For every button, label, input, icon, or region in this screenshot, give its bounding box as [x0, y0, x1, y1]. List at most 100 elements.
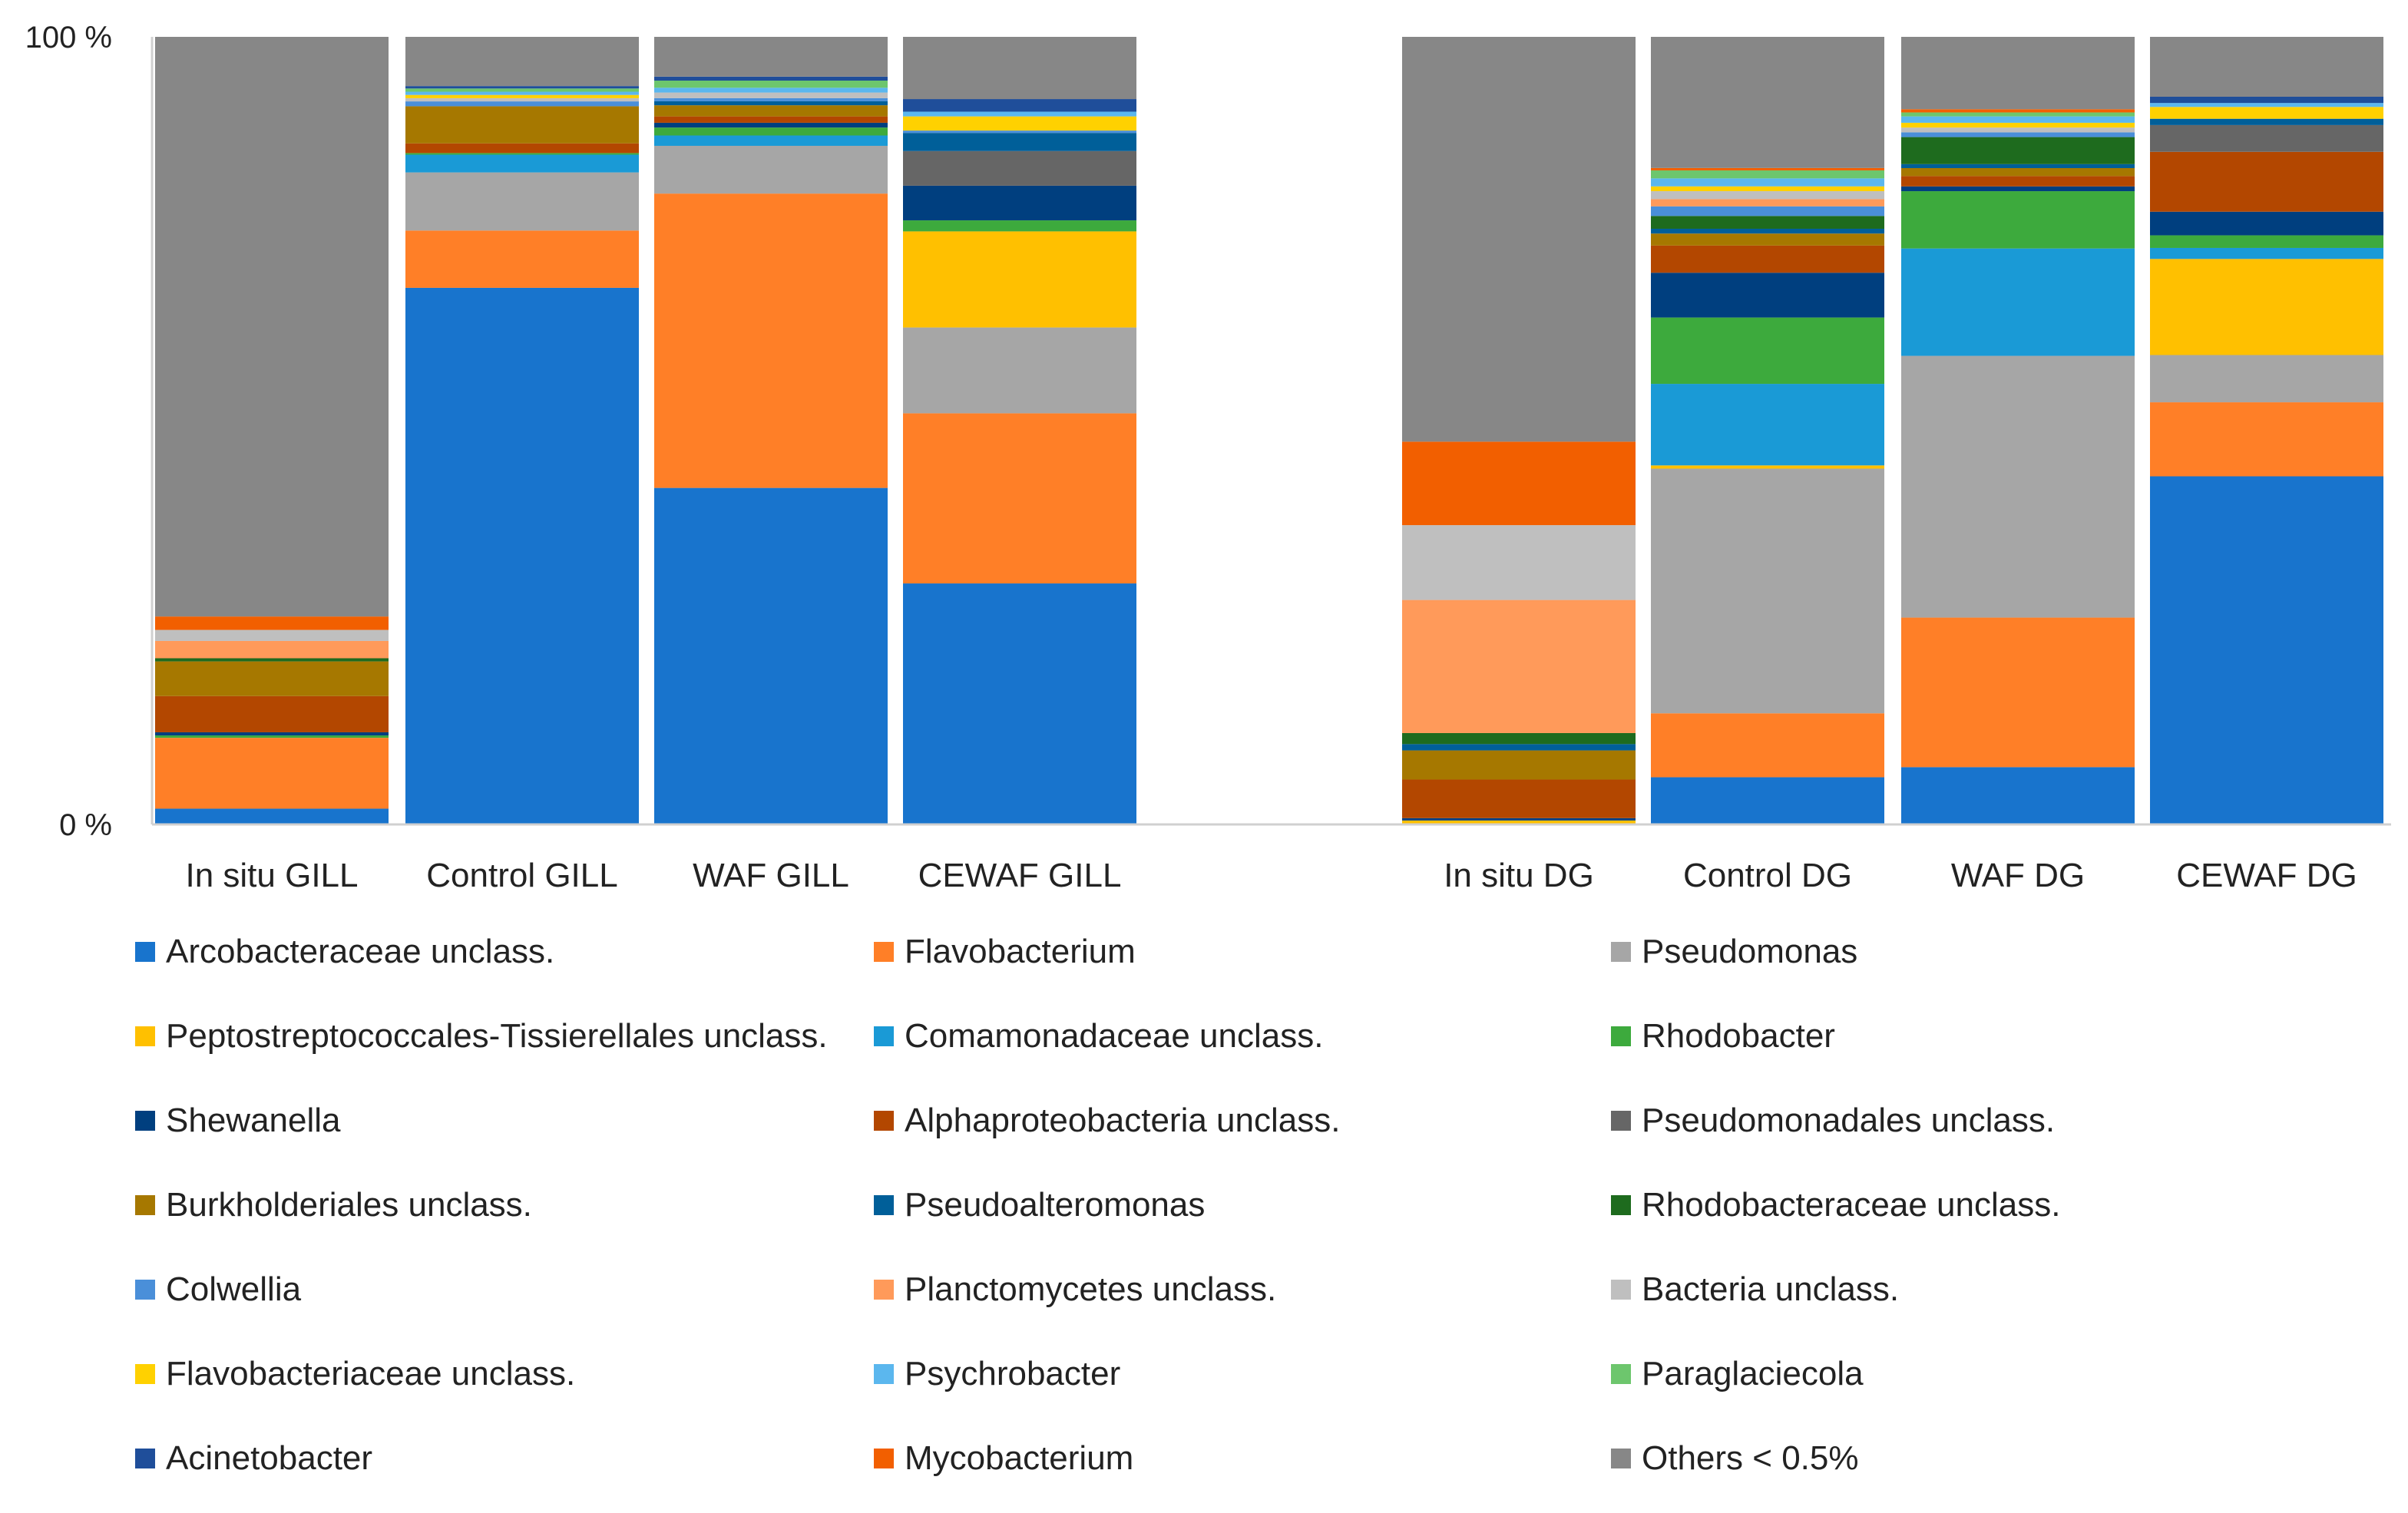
bar-segment-4-9: [1402, 750, 1636, 780]
legend-swatch: [874, 1449, 894, 1468]
legend-item: Shewanella: [135, 1098, 341, 1144]
bar-segment-0-19: [155, 616, 389, 630]
x-tick-labels: In situ GILL Control GILL WAF GILL CEWAF GI…: [185, 857, 2357, 894]
legend-swatch: [1611, 1364, 1631, 1384]
legend-item: Comamonadaceae unclass.: [874, 1013, 1323, 1059]
legend-swatch: [135, 1111, 155, 1131]
legend-label: Rhodobacter: [1642, 1017, 1835, 1055]
bar-segment-6-19: [1901, 109, 2135, 113]
bar-segment-6-15: [1901, 122, 2135, 128]
bar-segment-1-0: [405, 287, 639, 824]
bar-segment-6-5: [1901, 191, 2135, 249]
bar-segment-6-6: [1901, 186, 2135, 192]
bar-segment-5-20: [1651, 37, 1884, 168]
legend-item: Burkholderiales unclass.: [135, 1182, 532, 1228]
bar-segment-1-9: [405, 106, 639, 144]
bar-segment-4-10: [1402, 744, 1636, 751]
bar-segment-0-11: [155, 658, 389, 662]
legend-swatch: [874, 942, 894, 962]
bar-segment-5-5: [1651, 317, 1884, 385]
legend-swatch: [1611, 942, 1631, 962]
bar-segment-5-9: [1651, 233, 1884, 246]
legend-label: Pseudoalteromonas: [905, 1186, 1206, 1224]
bar-segment-2-7: [654, 116, 888, 123]
bar-segment-1-4: [405, 154, 639, 173]
bar-segment-6-14: [1901, 127, 2135, 133]
x-tick-label: CEWAF GILL: [918, 857, 1122, 894]
bar-segment-6-7: [1901, 176, 2135, 187]
legend-item: Bacteria unclass.: [1611, 1267, 1899, 1313]
bar-segment-0-7: [155, 695, 389, 732]
bar-segment-4-20: [1402, 37, 1636, 442]
bar-segment-5-6: [1651, 273, 1884, 318]
legend-swatch: [874, 1280, 894, 1300]
bar-segment-3-10: [903, 133, 1136, 151]
legend-swatch: [1611, 1449, 1631, 1468]
bar-segment-6-10: [1901, 164, 2135, 168]
bar-segment-5-2: [1651, 468, 1884, 714]
legend-swatch: [135, 1026, 155, 1046]
bar-segment-5-15: [1651, 186, 1884, 192]
legend-item: Pseudoalteromonas: [874, 1182, 1205, 1228]
bar-segment-3-3: [903, 231, 1136, 328]
legend-item: Peptostreptococcales-Tissierellales uncl…: [135, 1013, 828, 1059]
x-tick-label: In situ GILL: [185, 857, 358, 894]
bar-segment-1-2: [405, 172, 639, 231]
legend-label: Flavobacteriaceae unclass.: [166, 1355, 576, 1392]
legend-item: Colwellia: [135, 1267, 301, 1313]
bar-segment-1-5: [405, 153, 639, 155]
bar-segment-2-17: [654, 81, 888, 88]
legend-swatch: [874, 1026, 894, 1046]
bar-segment-3-8: [903, 150, 1136, 186]
legend-swatch: [135, 1280, 155, 1300]
bar-segment-7-6: [2150, 211, 2383, 236]
bar-segment-3-1: [903, 413, 1136, 584]
bar-segment-0-13: [155, 640, 389, 659]
legend-label: Planctomycetes unclass.: [905, 1270, 1277, 1308]
bar-segment-7-0: [2150, 476, 2383, 824]
legend-label: Shewanella: [166, 1102, 341, 1139]
bar-segment-5-0: [1651, 777, 1884, 824]
x-tick-label: WAF DG: [1951, 857, 2085, 894]
bar-segment-2-6: [654, 122, 888, 128]
bar-segment-6-20: [1901, 37, 2135, 110]
bar-segment-6-9: [1901, 168, 2135, 177]
legend-item: Alphaproteobacteria unclass.: [874, 1098, 1340, 1144]
legend-label: Alphaproteobacteria unclass.: [905, 1102, 1341, 1139]
bar-segment-5-4: [1651, 384, 1884, 466]
legend-label: Paraglaciecola: [1642, 1355, 1864, 1392]
legend-item: Flavobacterium: [874, 929, 1136, 975]
legend-label: Acinetobacter: [166, 1439, 373, 1477]
legend-item: Arcobacteraceae unclass.: [135, 929, 554, 975]
bar-segment-0-5: [155, 735, 389, 738]
bar-segment-7-2: [2150, 355, 2383, 403]
legend-item: Flavobacteriaceae unclass.: [135, 1351, 575, 1397]
legend-label: Psychrobacter: [905, 1355, 1121, 1392]
bar-segment-0-20: [155, 37, 389, 617]
bar-segment-6-1: [1901, 617, 2135, 768]
bar-segment-7-16: [2150, 103, 2383, 107]
bar-segment-1-20: [405, 37, 639, 87]
bar-segment-5-1: [1651, 713, 1884, 778]
legend-swatch: [135, 1364, 155, 1384]
legend-item: Pseudomonas: [1611, 929, 1857, 975]
bar-segment-4-3: [1402, 820, 1636, 824]
bar-segment-3-18: [903, 99, 1136, 112]
legend-label: Peptostreptococcales-Tissierellales uncl…: [166, 1017, 828, 1055]
legend-swatch: [1611, 1195, 1631, 1215]
legend-label: Colwellia: [166, 1270, 302, 1308]
bar-segment-3-0: [903, 583, 1136, 824]
legend-item: Others < 0.5%: [1611, 1435, 1858, 1482]
bar-segment-4-19: [1402, 441, 1636, 526]
legend-item: Planctomycetes unclass.: [874, 1267, 1276, 1313]
bar-segment-6-16: [1901, 116, 2135, 123]
bar-segment-3-12: [903, 130, 1136, 134]
legend-label: Arcobacteraceae unclass.: [166, 933, 555, 970]
bar-segment-2-16: [654, 88, 888, 93]
legend-label: Rhodobacteraceae unclass.: [1642, 1186, 2061, 1224]
bar-segment-4-11: [1402, 732, 1636, 745]
x-tick-label: Control DG: [1683, 857, 1852, 894]
bar-segment-1-18: [405, 86, 639, 89]
bar-segment-5-14: [1651, 191, 1884, 200]
legend-swatch: [1611, 1280, 1631, 1300]
